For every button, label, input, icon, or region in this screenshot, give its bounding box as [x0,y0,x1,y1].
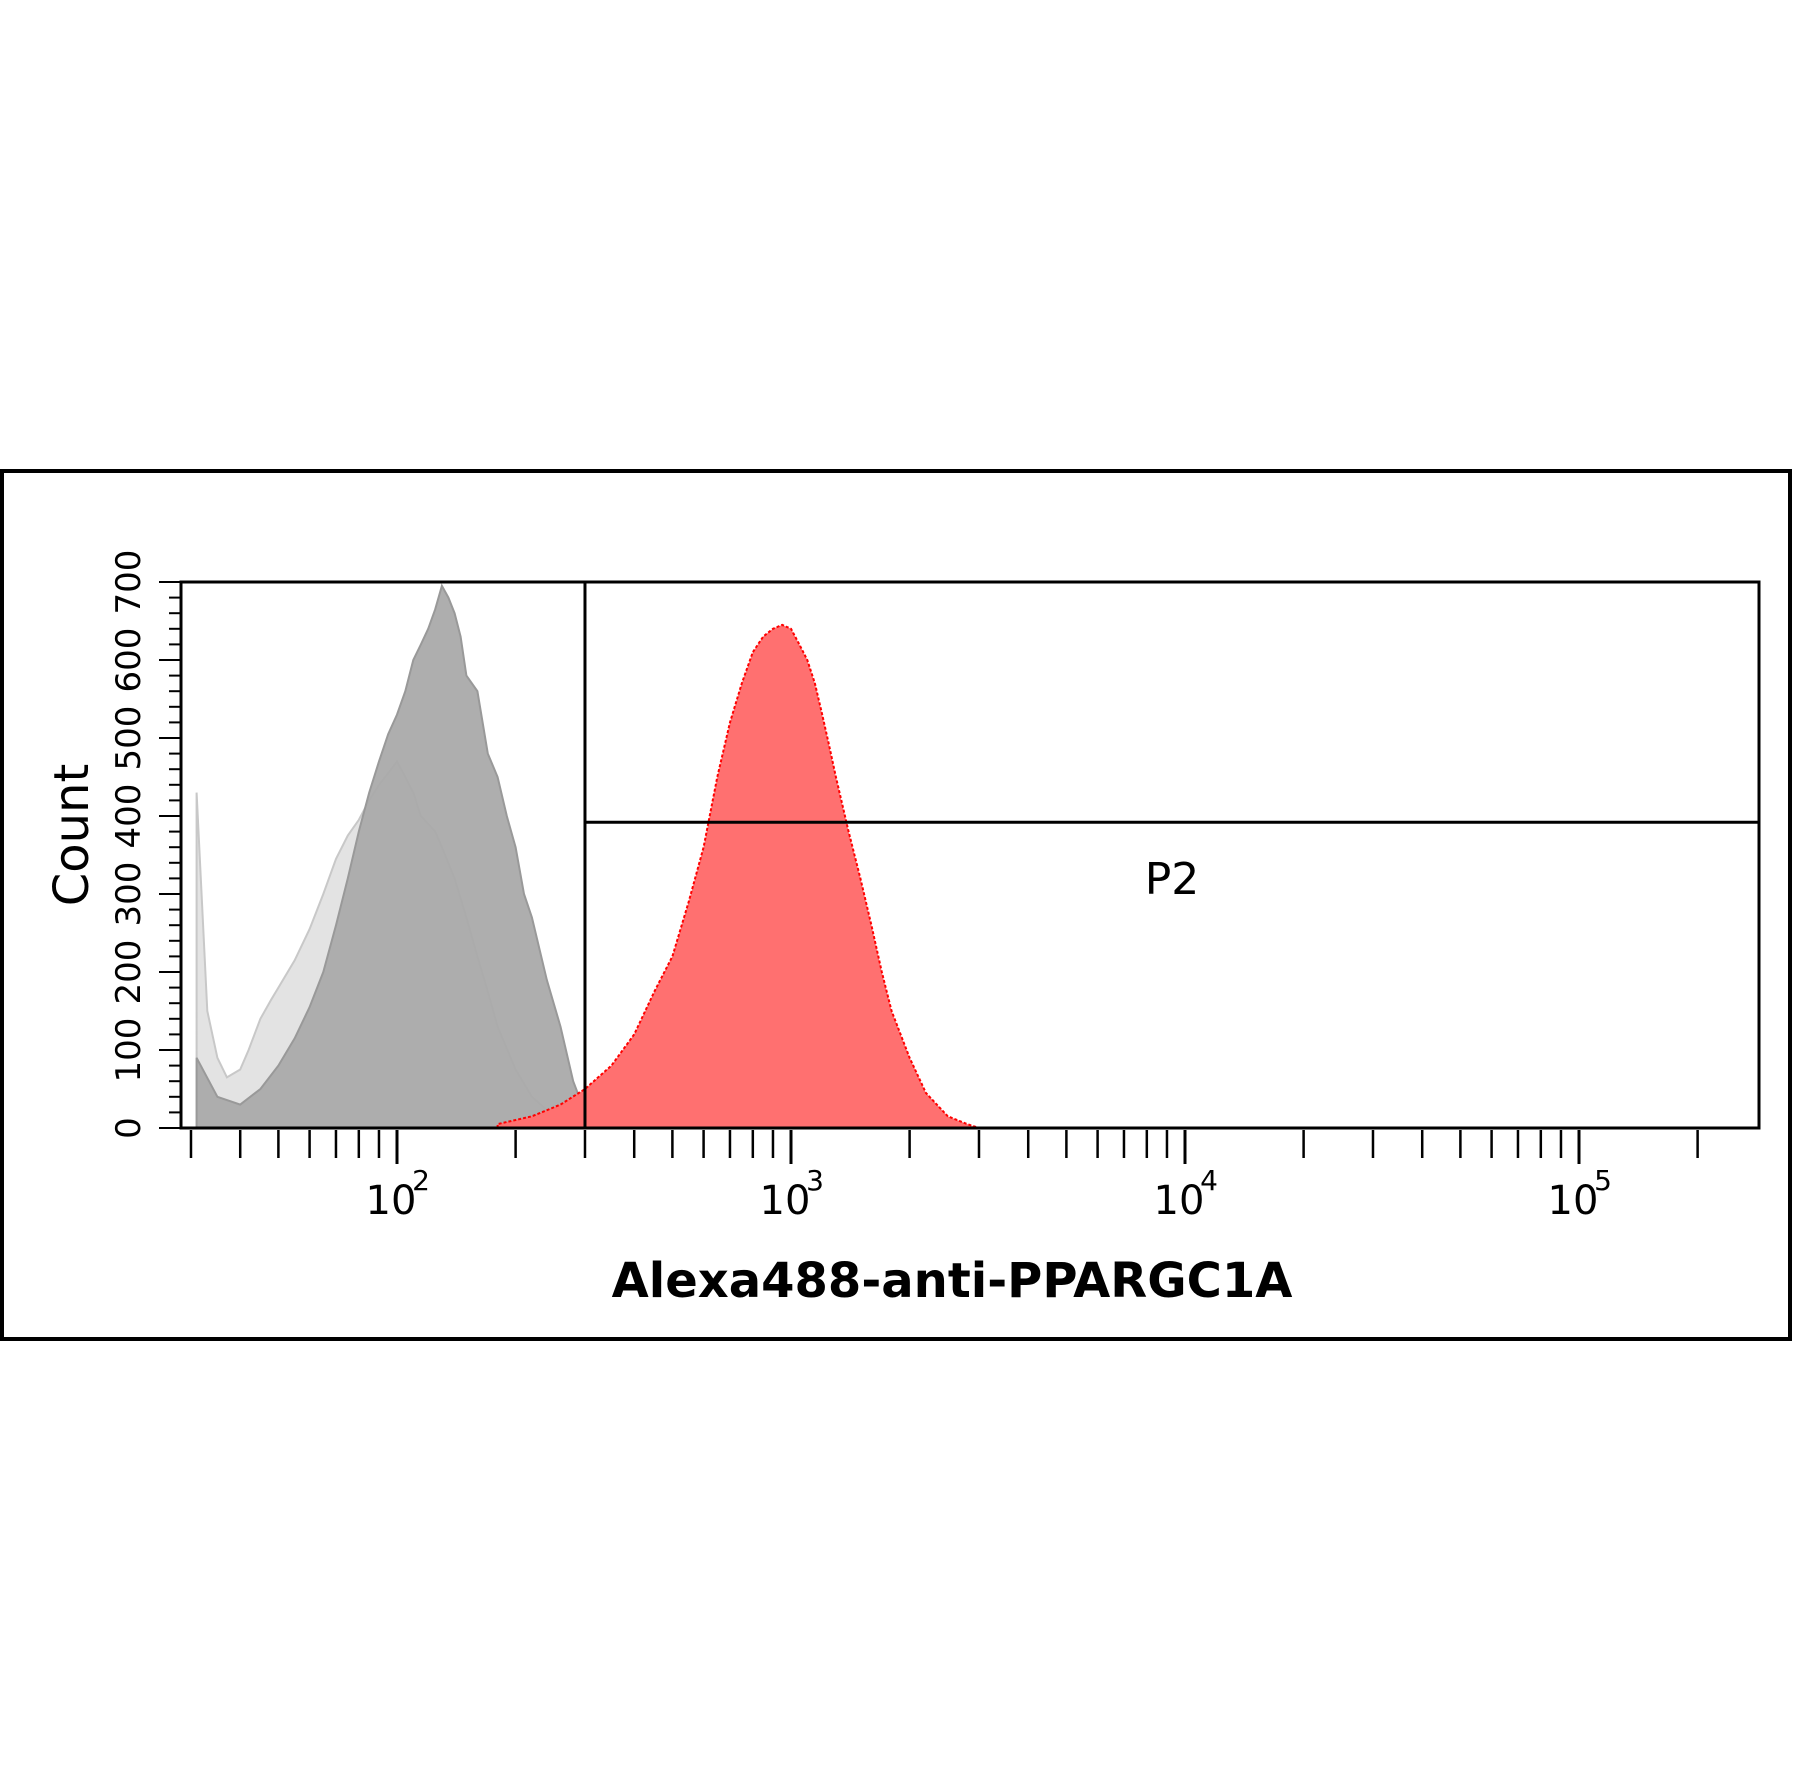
y-axis-ticks: 0 100 200 300 400 500 600 700 [109,550,181,1139]
y-tick-label: 200 [109,940,149,1005]
y-tick-label: 300 [109,862,149,927]
y-axis-label: Count [44,764,100,907]
x-tick-label-exponent: 2 [412,1164,430,1197]
x-axis-ticks: 102 103 104 105 [189,1130,1699,1224]
x-tick-label-exponent: 3 [806,1164,824,1197]
plot-frame [179,580,1761,1130]
x-tick-label-exponent: 5 [1594,1164,1612,1197]
y-tick-label: 0 [109,1117,149,1139]
x-tick-label: 10 [1548,1178,1599,1224]
x-tick-label-exponent: 4 [1200,1164,1218,1197]
y-tick-label: 500 [109,706,149,771]
x-axis-label: Alexa488-anti-PPARGC1A [612,1253,1293,1309]
outer-frame [0,469,1792,1341]
histogram-series-3 [496,623,980,1129]
x-tick-label: 10 [1154,1178,1205,1224]
y-tick-label: 600 [109,628,149,693]
x-tick-label: 10 [366,1178,417,1224]
y-tick-label: 400 [109,784,149,849]
histogram-series [195,583,980,1129]
y-tick-label: 700 [109,550,149,615]
histogram-series-2 [195,583,604,1129]
x-tick-label: 10 [760,1178,811,1224]
gate-label: P2 [1145,854,1200,905]
gate-p2: P2 [583,582,1759,1128]
y-tick-label: 100 [109,1018,149,1083]
